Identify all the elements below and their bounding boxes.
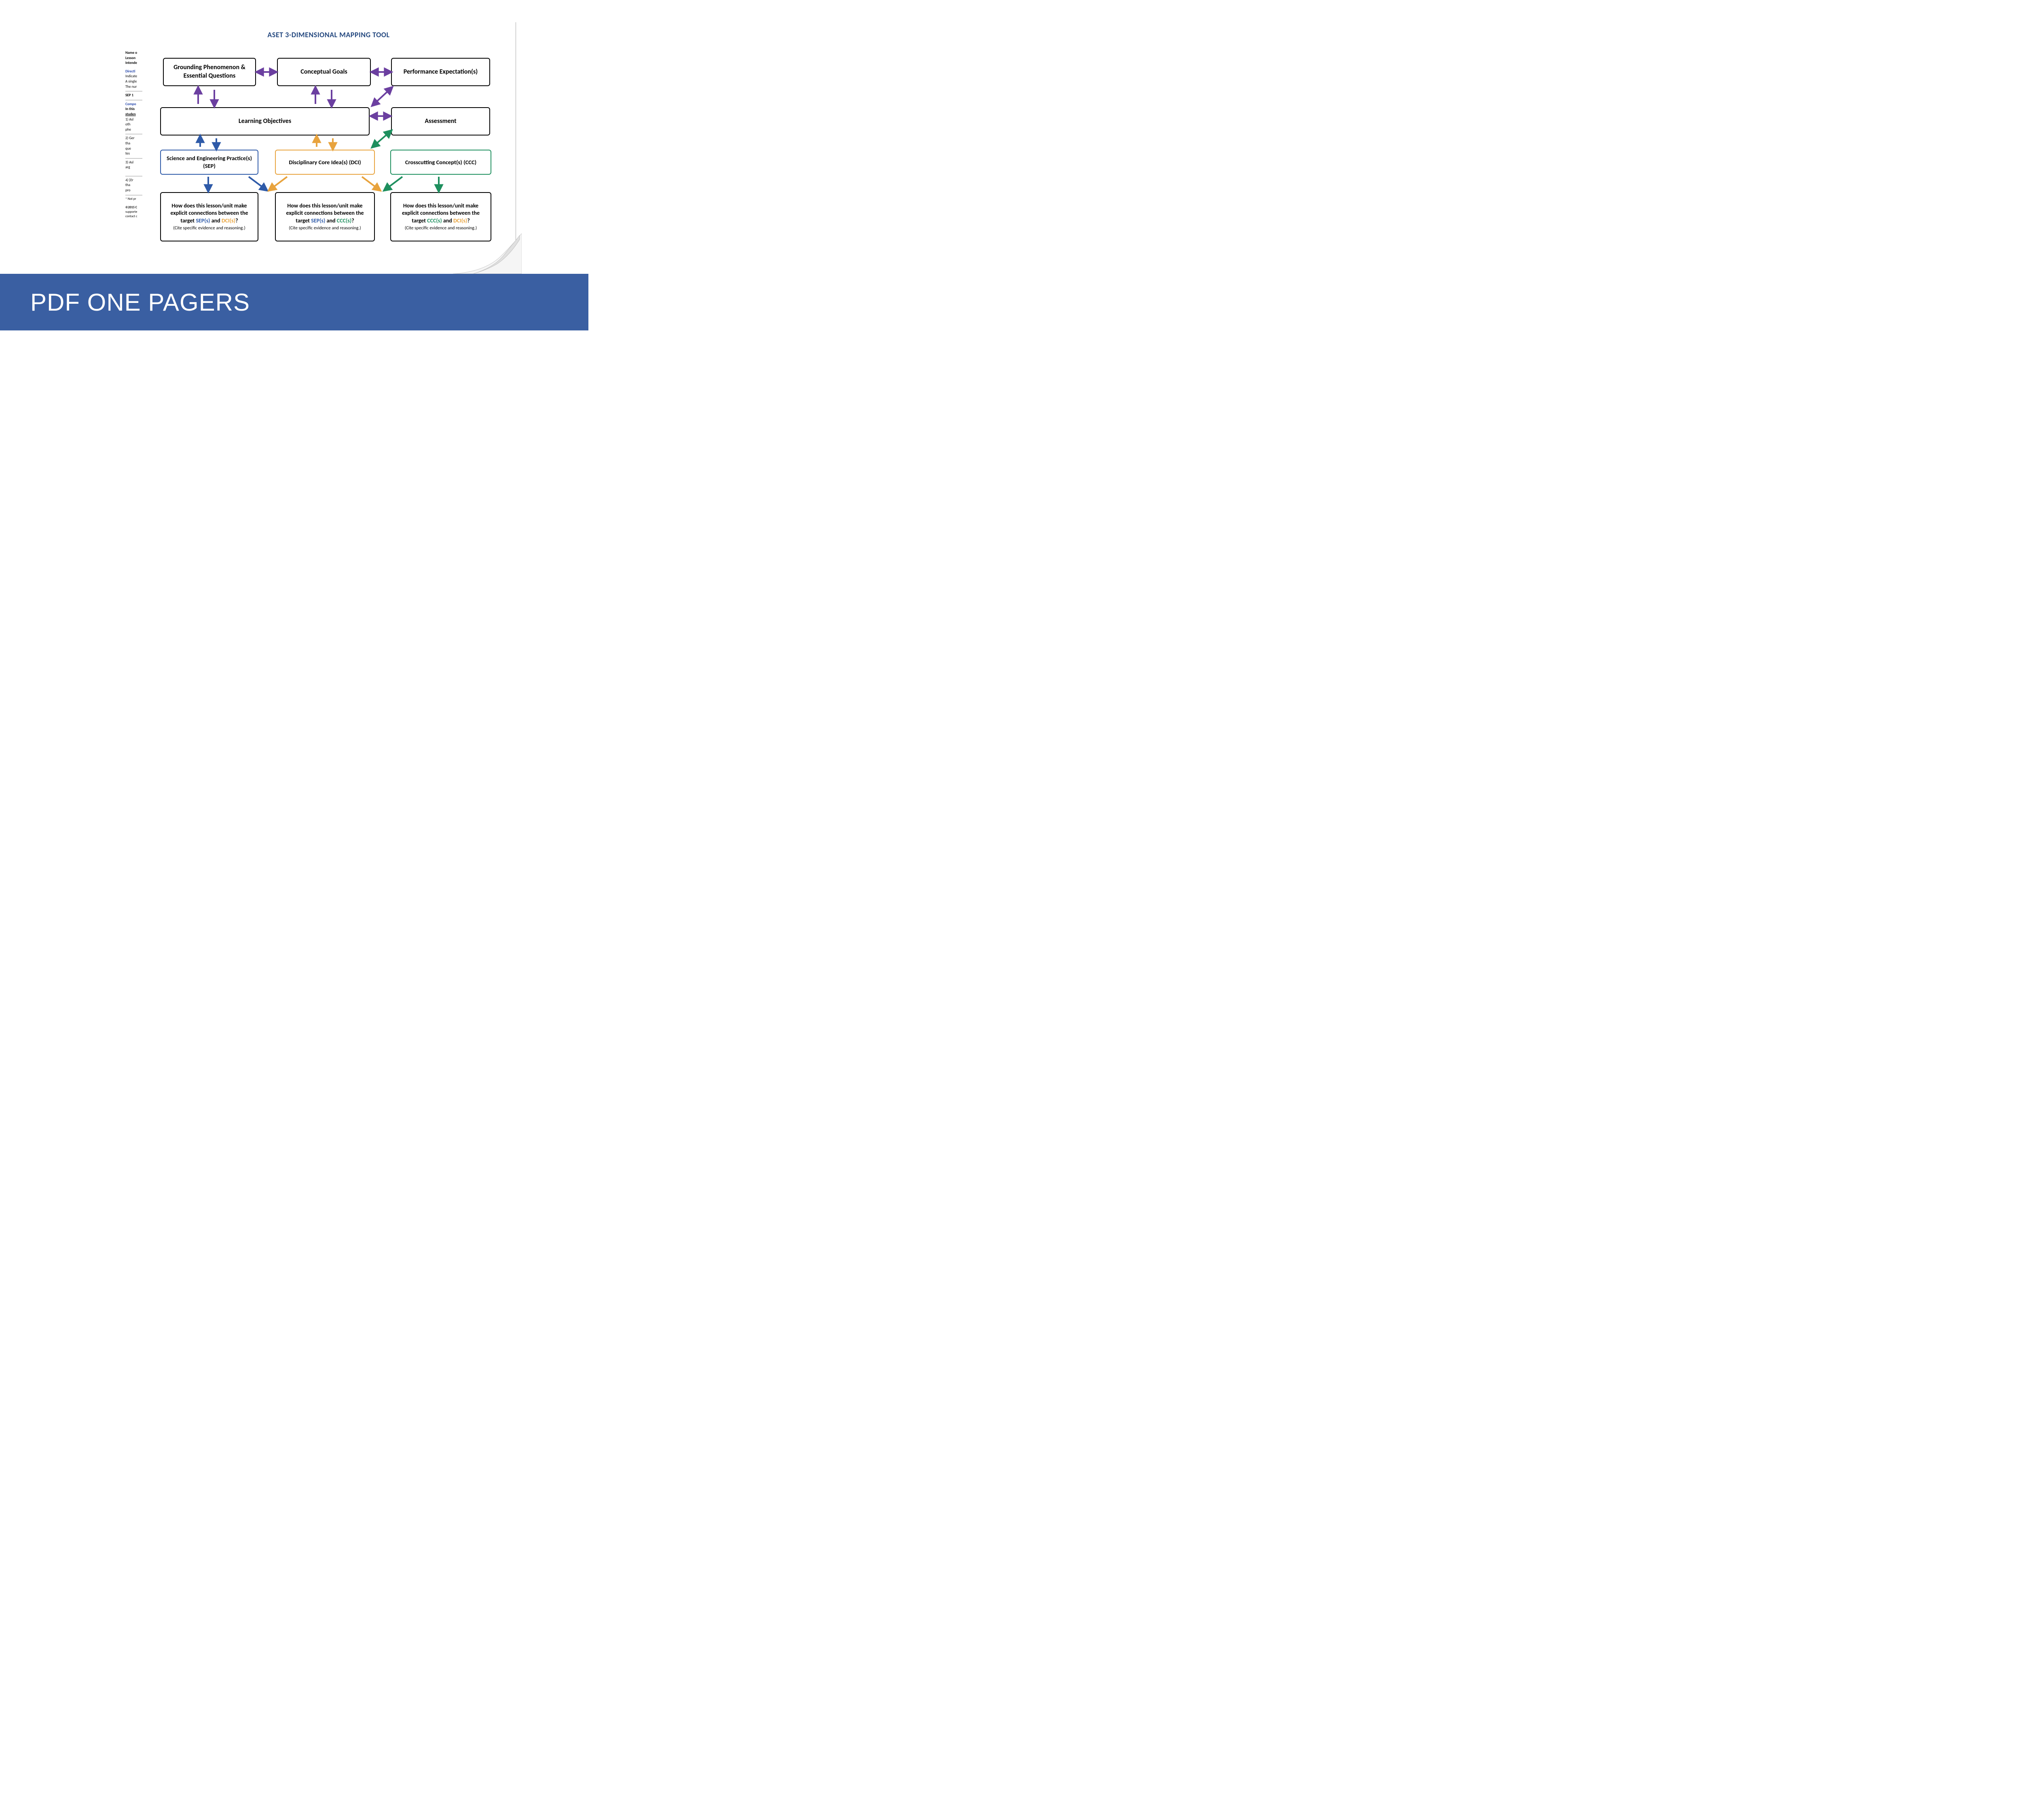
left-doc-sliver: Name o Lesson Intende Directi Indicate A… (123, 22, 144, 265)
box-performance: Performance Expectation(s) (391, 58, 490, 86)
left-line: 3) Asl (125, 160, 142, 165)
box-conceptual: Conceptual Goals (277, 58, 371, 86)
left-line: studen (125, 112, 142, 117)
left-line: 4) [Er (125, 178, 142, 183)
left-line: Compo (125, 102, 142, 107)
left-line: tha (125, 183, 142, 188)
left-line: pro (125, 188, 142, 193)
box-sep: Science and Engineering Practice(s) (SEP… (160, 150, 258, 175)
left-line: Lesson (125, 56, 142, 61)
diagram-title: ASET 3-DIMENSIONAL MAPPING TOOL (144, 30, 514, 39)
left-line: phe (125, 127, 142, 133)
left-line: SEP 1 (125, 93, 142, 98)
left-line: A single (125, 79, 142, 85)
left-line: tes (125, 151, 142, 157)
left-line: Indicate (125, 74, 142, 79)
left-line: supporte (125, 210, 142, 214)
box-dci: Disciplinary Core Idea(s) (DCI) (275, 150, 375, 175)
left-line: Directi (125, 69, 142, 74)
left-line: tha (125, 141, 142, 146)
left-line: contact c (125, 214, 142, 219)
left-line: Name o (125, 51, 142, 56)
left-line: 1) Asl (125, 117, 142, 123)
box-q-sep-ccc: How does this lesson/unit make explicit … (275, 192, 375, 241)
left-line: ©2015 C (125, 205, 142, 210)
left-line: arg (125, 165, 142, 170)
left-line: Intende (125, 61, 142, 66)
box-q-sep-dci: How does this lesson/unit make explicit … (160, 192, 258, 241)
left-line: que (125, 146, 142, 152)
left-line: * Not pr (125, 197, 142, 201)
footer-banner: PDF ONE PAGERS (0, 274, 588, 330)
box-q-ccc-dci: How does this lesson/unit make explicit … (390, 192, 491, 241)
left-line: The nur (125, 85, 142, 90)
box-assessment: Assessment (391, 107, 490, 135)
box-grounding: Grounding Phenomenon & Essential Questio… (163, 58, 256, 86)
footer-title: PDF ONE PAGERS (30, 288, 250, 316)
left-line: In this (125, 107, 142, 112)
left-line: 2) Ger (125, 136, 142, 141)
box-learning: Learning Objectives (160, 107, 370, 135)
box-ccc: Crosscutting Concept(s) (CCC) (390, 150, 491, 175)
left-line: oth (125, 122, 142, 127)
